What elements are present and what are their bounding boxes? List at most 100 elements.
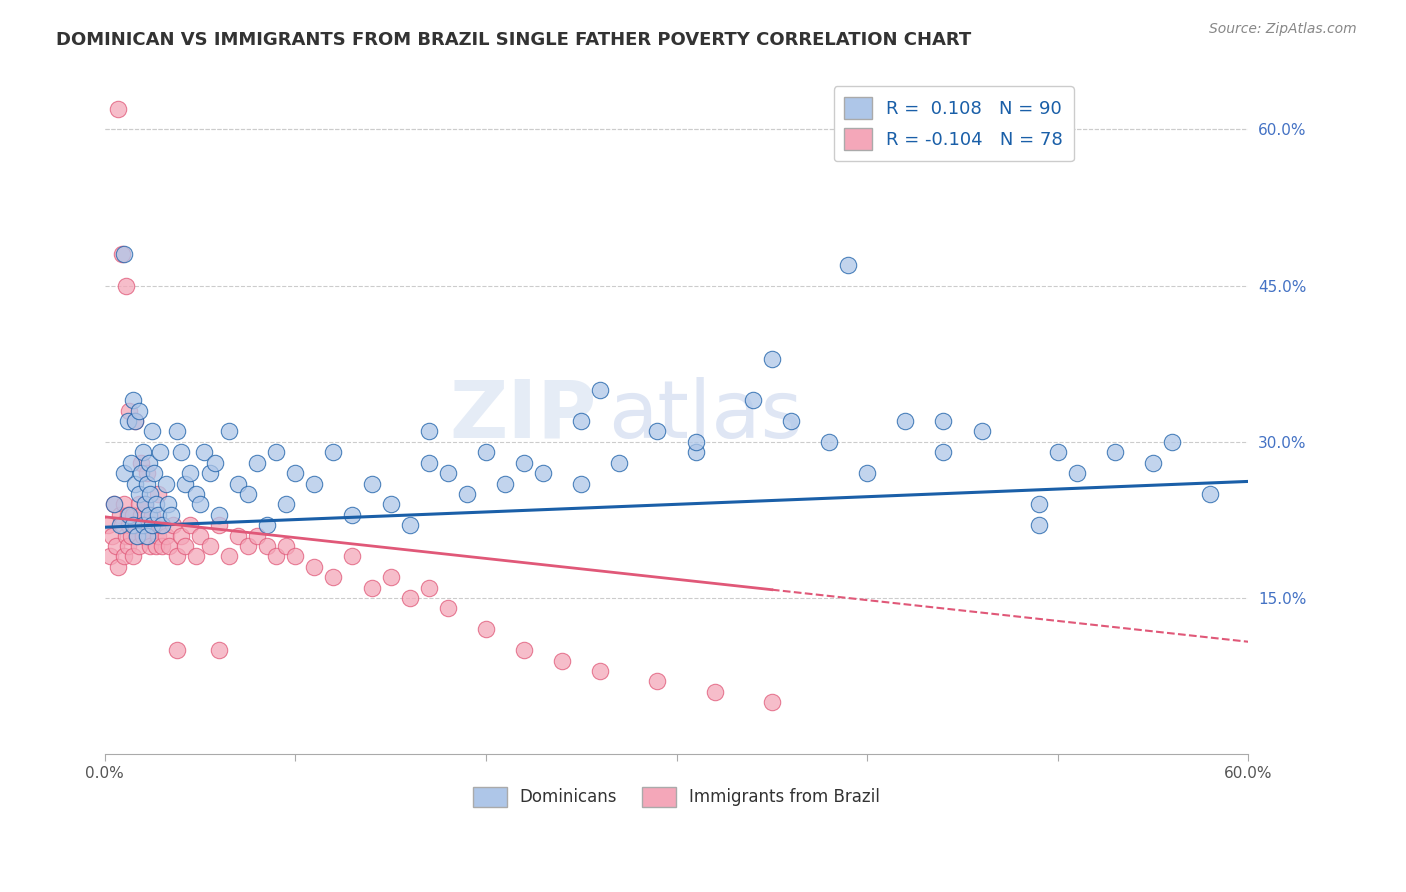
Point: [122, 518, 145, 533]
Point: [208, 518, 231, 533]
Point: [122, 508, 145, 522]
Point: [837, 258, 859, 272]
Text: DOMINICAN VS IMMIGRANTS FROM BRAZIL SINGLE FATHER POVERTY CORRELATION CHART: DOMINICAN VS IMMIGRANTS FROM BRAZIL SING…: [56, 31, 972, 49]
Point: [342, 508, 364, 522]
Point: [932, 445, 955, 459]
Point: [117, 414, 139, 428]
Point: [149, 518, 172, 533]
Point: [932, 414, 955, 428]
Point: [970, 425, 993, 439]
Point: [208, 643, 231, 657]
Point: [1046, 445, 1069, 459]
Text: ZIP: ZIP: [450, 376, 596, 455]
Point: [188, 528, 211, 542]
Point: [236, 539, 259, 553]
Point: [134, 497, 156, 511]
Point: [122, 393, 145, 408]
Point: [129, 456, 152, 470]
Point: [141, 508, 163, 522]
Point: [551, 653, 574, 667]
Point: [179, 466, 201, 480]
Point: [741, 393, 763, 408]
Point: [138, 508, 160, 522]
Point: [1066, 466, 1088, 480]
Point: [97, 518, 120, 533]
Point: [105, 539, 128, 553]
Point: [380, 497, 402, 511]
Point: [398, 518, 420, 533]
Point: [856, 466, 879, 480]
Point: [124, 414, 146, 428]
Point: [150, 518, 173, 533]
Point: [125, 528, 148, 542]
Point: [128, 403, 150, 417]
Point: [114, 528, 136, 542]
Point: [128, 539, 150, 553]
Point: [304, 476, 326, 491]
Point: [761, 695, 783, 709]
Point: [145, 539, 167, 553]
Point: [112, 466, 135, 480]
Point: [569, 414, 592, 428]
Point: [274, 539, 297, 553]
Point: [124, 476, 146, 491]
Point: [475, 622, 498, 636]
Point: [236, 487, 259, 501]
Point: [145, 497, 167, 511]
Point: [1142, 456, 1164, 470]
Point: [204, 456, 226, 470]
Point: [135, 476, 157, 491]
Point: [146, 508, 169, 522]
Point: [322, 570, 344, 584]
Point: [380, 570, 402, 584]
Point: [118, 518, 141, 533]
Point: [135, 528, 157, 542]
Point: [107, 102, 129, 116]
Point: [589, 664, 612, 678]
Point: [103, 497, 125, 511]
Point: [166, 549, 188, 564]
Point: [100, 549, 122, 564]
Text: Source: ZipAtlas.com: Source: ZipAtlas.com: [1209, 22, 1357, 37]
Point: [107, 559, 129, 574]
Point: [143, 466, 166, 480]
Point: [246, 528, 269, 542]
Point: [112, 497, 135, 511]
Point: [398, 591, 420, 605]
Point: [132, 518, 155, 533]
Point: [226, 476, 249, 491]
Point: [780, 414, 803, 428]
Point: [155, 528, 177, 542]
Point: [138, 528, 160, 542]
Point: [117, 508, 139, 522]
Point: [264, 445, 287, 459]
Point: [132, 445, 155, 459]
Point: [284, 466, 307, 480]
Point: [120, 456, 142, 470]
Point: [122, 549, 145, 564]
Point: [160, 508, 183, 522]
Point: [1028, 497, 1050, 511]
Point: [418, 425, 440, 439]
Point: [685, 445, 707, 459]
Point: [418, 581, 440, 595]
Point: [124, 518, 146, 533]
Point: [818, 434, 841, 449]
Point: [134, 497, 156, 511]
Point: [170, 528, 193, 542]
Point: [146, 528, 169, 542]
Point: [531, 466, 554, 480]
Point: [135, 518, 157, 533]
Point: [1028, 518, 1050, 533]
Point: [125, 528, 148, 542]
Point: [166, 643, 188, 657]
Point: [186, 549, 208, 564]
Point: [703, 684, 725, 698]
Point: [103, 497, 125, 511]
Point: [513, 456, 536, 470]
Point: [124, 414, 146, 428]
Point: [685, 434, 707, 449]
Point: [139, 487, 162, 501]
Point: [108, 518, 131, 533]
Point: [118, 508, 141, 522]
